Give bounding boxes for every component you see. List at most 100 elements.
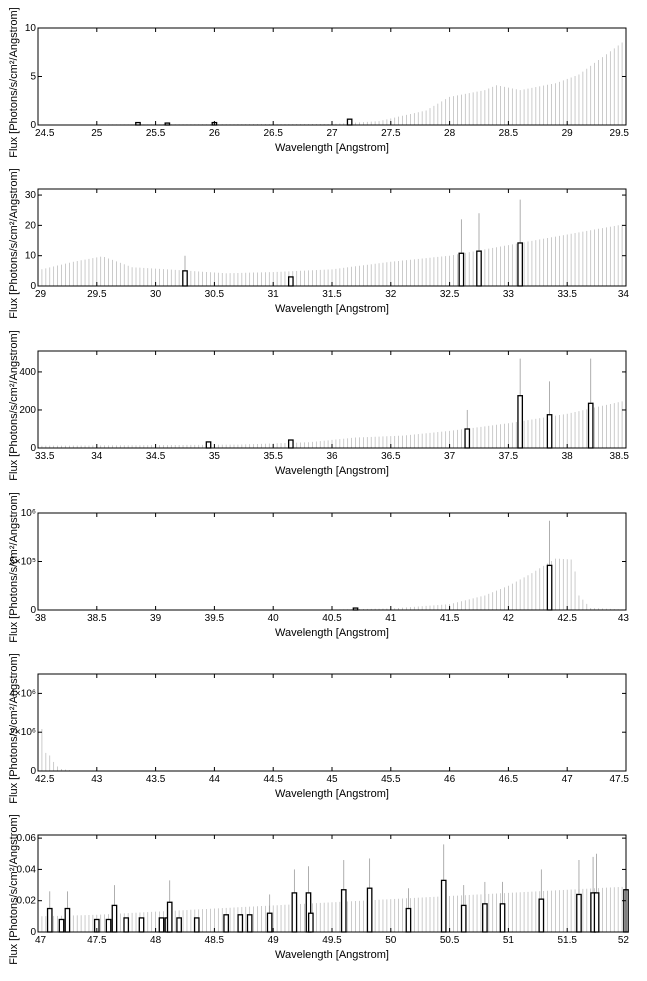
line-bar (587, 402, 594, 449)
x-tick-label: 46.5 (499, 774, 519, 785)
x-tick-label: 25.5 (146, 128, 166, 139)
x-tick-label: 32 (385, 289, 397, 300)
continuum-series (37, 683, 70, 771)
y-tick-label: 0 (30, 443, 36, 454)
continuum-series (37, 400, 627, 448)
x-tick-label: 50.5 (440, 935, 460, 946)
x-tick-label: 29.5 (87, 289, 107, 300)
x-axis-label: Wavelength [Angstrom] (275, 788, 389, 800)
y-tick-label: 10 (25, 23, 37, 34)
x-tick-label: 51 (503, 935, 515, 946)
line-bar (440, 879, 447, 933)
x-axis-label: Wavelength [Angstrom] (275, 142, 389, 154)
x-tick-label: 34 (618, 289, 630, 300)
x-axis-label: Wavelength [Angstrom] (275, 303, 389, 315)
x-tick-label: 39 (150, 613, 162, 624)
y-tick-label: 0.04 (17, 864, 37, 875)
line-bar (287, 276, 294, 287)
line-bar (205, 441, 212, 449)
y-tick-label: 10 (25, 251, 37, 262)
x-tick-label: 37.5 (499, 451, 519, 462)
continuum-series (37, 223, 627, 286)
line-bar (458, 252, 465, 287)
x-axis-label: Wavelength [Angstrom] (275, 949, 389, 961)
x-tick-label: 26 (209, 128, 221, 139)
y-axis-label: Flux [Photons/s/cm²/Angstrom] (8, 814, 20, 964)
x-tick-label: 50 (385, 935, 397, 946)
x-tick-label: 37 (444, 451, 456, 462)
x-tick-label: 51.5 (557, 935, 577, 946)
y-tick-label: 200 (19, 405, 36, 416)
x-tick-label: 41 (385, 613, 397, 624)
x-tick-label: 47.5 (87, 935, 107, 946)
x-tick-label: 47 (562, 774, 574, 785)
y-tick-label: 5×10⁵ (9, 557, 36, 568)
panel-2: 29 29.5 30 30.5 31 31.5 32 32.5 33 33.5 34 0 10 20 30 W… (8, 168, 629, 318)
x-tick-label: 31 (268, 289, 280, 300)
x-tick-label: 44 (209, 774, 221, 785)
line-bar (405, 907, 412, 933)
x-tick-label: 24.5 (35, 128, 55, 139)
line-series (205, 358, 594, 449)
line-bar (291, 892, 298, 933)
line-bar (346, 118, 353, 126)
line-bar (546, 414, 553, 449)
y-tick-label: 400 (19, 367, 36, 378)
line-bar (464, 428, 471, 449)
y-tick-label: 30 (25, 190, 37, 201)
plot-frame (37, 27, 627, 126)
line-bar (105, 918, 112, 933)
y-tick-label: 0.06 (17, 833, 37, 844)
line-series (352, 520, 553, 611)
y-tick-label: 0.02 (17, 896, 37, 907)
line-bar (111, 904, 118, 933)
y-axis-label: Flux [Photons/s/cm²/Angstrom] (8, 653, 20, 803)
x-tick-label: 38.5 (87, 613, 107, 624)
x-tick-label: 33 (503, 289, 515, 300)
line-bar (123, 917, 130, 933)
line-bar (193, 917, 200, 933)
y-tick-label: 20 (25, 220, 37, 231)
y-tick-label: 0 (30, 281, 36, 292)
line-bar (366, 887, 373, 933)
plot-frame (37, 673, 627, 772)
x-tick-label: 48 (150, 935, 162, 946)
x-tick-label: 30.5 (205, 289, 225, 300)
line-bar (158, 917, 165, 933)
x-tick-label: 40 (268, 613, 280, 624)
line-bar (223, 914, 230, 933)
line-bar (58, 918, 65, 933)
y-tick-label: 0 (30, 120, 36, 131)
line-bar (482, 903, 488, 933)
x-tick-label: 44.5 (263, 774, 283, 785)
line-bar (237, 914, 244, 933)
x-tick-label: 43 (91, 774, 103, 785)
x-tick-label: 29 (562, 128, 574, 139)
line-bar (266, 912, 273, 933)
y-tick-label: 4×10⁶ (9, 688, 36, 699)
x-tick-label: 45.5 (381, 774, 401, 785)
plot-frame (37, 512, 627, 611)
y-tick-label: 0 (30, 605, 36, 616)
x-tick-label: 38 (35, 613, 47, 624)
line-bar (476, 250, 482, 287)
x-tick-label: 27.5 (381, 128, 401, 139)
x-tick-label: 38 (562, 451, 574, 462)
x-tick-label: 42.5 (557, 613, 577, 624)
x-tick-label: 46 (444, 774, 456, 785)
x-tick-label: 34 (91, 451, 103, 462)
line-bar (246, 914, 253, 933)
line-series (182, 199, 524, 287)
x-axis-label: Wavelength [Angstrom] (275, 465, 389, 477)
x-axis-label: Wavelength [Angstrom] (275, 627, 389, 639)
y-axis-label: Flux [Photons/s/cm²/Angstrom] (8, 7, 20, 157)
x-tick-label: 32.5 (440, 289, 460, 300)
line-series (46, 844, 629, 933)
line-bar (138, 917, 145, 933)
line-bar (538, 898, 545, 933)
line-bar (176, 917, 182, 933)
y-tick-label: 0 (30, 766, 36, 777)
x-tick-label: 35 (209, 451, 221, 462)
line-bar (517, 242, 524, 287)
